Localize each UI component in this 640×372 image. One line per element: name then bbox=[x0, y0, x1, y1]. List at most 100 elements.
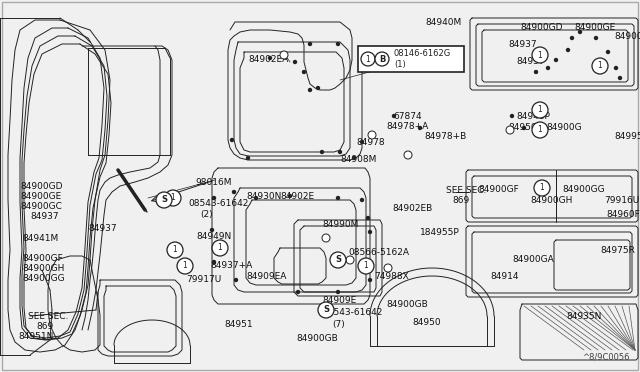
Text: 84902E: 84902E bbox=[280, 192, 314, 201]
Text: 84914: 84914 bbox=[490, 272, 518, 281]
Circle shape bbox=[554, 58, 557, 61]
Circle shape bbox=[367, 217, 369, 219]
Circle shape bbox=[595, 36, 598, 39]
Text: ^8/9C0056: ^8/9C0056 bbox=[582, 353, 630, 362]
Circle shape bbox=[570, 36, 573, 39]
Text: 84935N: 84935N bbox=[566, 312, 602, 321]
Circle shape bbox=[211, 228, 214, 231]
Text: 84900GG: 84900GG bbox=[22, 274, 65, 283]
Text: 84950N: 84950N bbox=[508, 123, 543, 132]
Circle shape bbox=[337, 291, 339, 294]
Text: 1: 1 bbox=[540, 183, 545, 192]
Circle shape bbox=[534, 71, 538, 74]
Text: 98016M: 98016M bbox=[195, 178, 232, 187]
Circle shape bbox=[360, 141, 364, 144]
Circle shape bbox=[296, 291, 300, 294]
Text: 84900GG: 84900GG bbox=[562, 185, 605, 194]
Text: 67874: 67874 bbox=[393, 112, 422, 121]
Text: 1: 1 bbox=[182, 262, 188, 270]
Text: 84951N: 84951N bbox=[18, 332, 53, 341]
Text: 84900GF: 84900GF bbox=[22, 254, 63, 263]
Text: (7): (7) bbox=[332, 320, 345, 329]
Circle shape bbox=[167, 242, 183, 258]
Circle shape bbox=[280, 51, 288, 59]
Text: S: S bbox=[335, 256, 341, 264]
Circle shape bbox=[255, 196, 257, 199]
Circle shape bbox=[212, 196, 216, 199]
Circle shape bbox=[532, 47, 548, 63]
Circle shape bbox=[360, 199, 364, 202]
Text: 84900GD: 84900GD bbox=[20, 182, 63, 191]
Circle shape bbox=[579, 31, 582, 33]
Circle shape bbox=[322, 234, 330, 242]
Circle shape bbox=[368, 131, 376, 139]
Circle shape bbox=[404, 151, 412, 159]
Circle shape bbox=[234, 279, 237, 282]
Circle shape bbox=[392, 115, 396, 118]
Text: 84900GF: 84900GF bbox=[478, 185, 519, 194]
Text: 79917U: 79917U bbox=[186, 275, 221, 284]
Circle shape bbox=[375, 52, 389, 66]
Circle shape bbox=[522, 126, 525, 129]
Text: 84937: 84937 bbox=[516, 57, 545, 66]
Circle shape bbox=[419, 126, 422, 129]
Text: 84900GC: 84900GC bbox=[614, 32, 640, 41]
Circle shape bbox=[318, 302, 334, 318]
Text: 84909E: 84909E bbox=[322, 296, 356, 305]
Text: 84900GH: 84900GH bbox=[530, 196, 572, 205]
Text: 1: 1 bbox=[538, 106, 542, 115]
Text: 84900G: 84900G bbox=[546, 123, 582, 132]
Circle shape bbox=[511, 115, 513, 118]
Text: 84900GB: 84900GB bbox=[386, 300, 428, 309]
Text: 84978+B: 84978+B bbox=[424, 132, 467, 141]
Text: 08543-61642: 08543-61642 bbox=[188, 199, 248, 208]
Circle shape bbox=[367, 263, 369, 266]
Text: 84900GE: 84900GE bbox=[20, 192, 61, 201]
Text: SEE SEC.: SEE SEC. bbox=[446, 186, 486, 195]
Text: S: S bbox=[161, 196, 167, 205]
Text: 84937+A: 84937+A bbox=[210, 261, 252, 270]
Text: 84978+A: 84978+A bbox=[386, 122, 428, 131]
Circle shape bbox=[346, 256, 354, 264]
Circle shape bbox=[534, 180, 550, 196]
Circle shape bbox=[165, 190, 181, 206]
Text: 84960F: 84960F bbox=[606, 210, 640, 219]
Circle shape bbox=[308, 42, 312, 45]
Text: 84900GD: 84900GD bbox=[520, 23, 563, 32]
Text: (2): (2) bbox=[200, 210, 212, 219]
Circle shape bbox=[337, 196, 339, 199]
Text: 74967Y: 74967Y bbox=[370, 63, 404, 72]
Text: 84908M: 84908M bbox=[340, 155, 376, 164]
Text: 08146-6162G: 08146-6162G bbox=[394, 49, 451, 58]
Text: 1: 1 bbox=[364, 262, 369, 270]
Text: 84948P: 84948P bbox=[516, 112, 550, 121]
Circle shape bbox=[369, 231, 371, 234]
Text: 1: 1 bbox=[365, 55, 371, 64]
Text: 84937: 84937 bbox=[30, 212, 59, 221]
Text: 1: 1 bbox=[173, 246, 177, 254]
Text: 1: 1 bbox=[598, 61, 602, 71]
Circle shape bbox=[384, 264, 392, 272]
Text: B: B bbox=[379, 55, 385, 64]
Text: 84937: 84937 bbox=[88, 224, 116, 233]
Bar bbox=[358, 46, 464, 72]
Circle shape bbox=[156, 192, 172, 208]
Circle shape bbox=[532, 122, 548, 138]
Circle shape bbox=[294, 61, 296, 64]
Text: 869: 869 bbox=[452, 196, 469, 205]
Text: S: S bbox=[323, 305, 329, 314]
Text: 1: 1 bbox=[171, 193, 175, 202]
Circle shape bbox=[212, 260, 216, 263]
Text: 84900GB: 84900GB bbox=[296, 334, 338, 343]
Circle shape bbox=[369, 279, 371, 282]
Text: 1: 1 bbox=[538, 125, 542, 135]
Circle shape bbox=[337, 42, 339, 45]
Text: 1: 1 bbox=[538, 51, 542, 60]
Circle shape bbox=[230, 138, 234, 141]
Text: 1: 1 bbox=[218, 244, 222, 253]
Text: 184955P: 184955P bbox=[420, 228, 460, 237]
Text: (2): (2) bbox=[360, 260, 372, 269]
Text: 08566-5162A: 08566-5162A bbox=[348, 248, 409, 257]
Text: SEE SEC.: SEE SEC. bbox=[28, 312, 68, 321]
Circle shape bbox=[532, 102, 548, 118]
